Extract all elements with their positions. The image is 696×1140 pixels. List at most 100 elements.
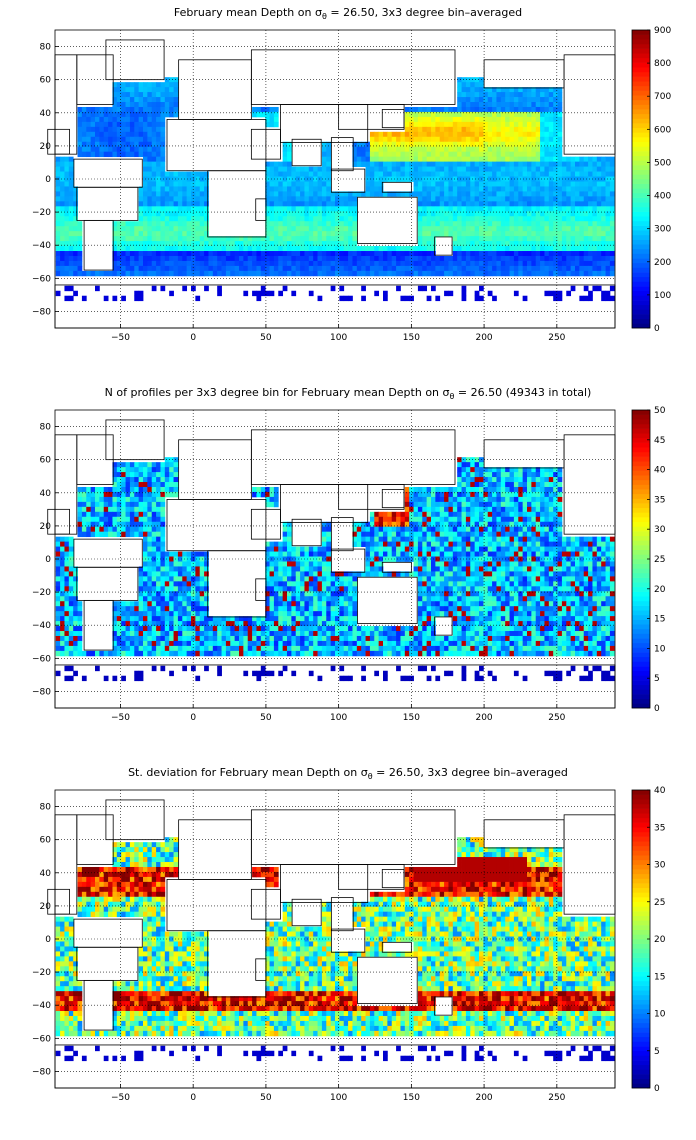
- heat-cell: [544, 231, 550, 237]
- heat-cell: [134, 511, 140, 518]
- heat-cell: [173, 551, 179, 557]
- heat-cell: [431, 285, 436, 292]
- heat-cell: [518, 511, 524, 518]
- title-sigma: σ: [442, 386, 450, 399]
- heat-cell: [116, 462, 122, 468]
- heat-cell: [151, 111, 157, 118]
- heat-cell: [609, 270, 615, 277]
- heat-cell: [369, 141, 375, 148]
- heat-cell: [64, 226, 70, 232]
- heat-cell: [125, 477, 131, 483]
- heat-cell: [522, 526, 528, 533]
- heat-cell: [313, 206, 318, 212]
- heat-cell: [492, 131, 497, 138]
- heat-cell: [383, 161, 388, 167]
- heat-cell: [156, 462, 161, 468]
- heat-cell: [553, 131, 558, 138]
- heat-cell: [483, 161, 489, 167]
- heat-cell: [601, 551, 606, 557]
- heat-cell: [108, 116, 113, 123]
- heat-cell: [435, 295, 441, 302]
- heat-cell: [500, 561, 506, 567]
- heat-cell: [496, 255, 502, 262]
- heat-cell: [352, 571, 358, 577]
- heat-cell: [509, 111, 515, 118]
- heat-cell: [212, 251, 218, 257]
- heat-cell: [60, 231, 65, 237]
- heat-cell: [540, 166, 545, 172]
- heat-cell: [479, 191, 484, 197]
- heat-cell: [378, 571, 384, 577]
- heat-cell: [535, 196, 541, 202]
- heat-cell: [548, 161, 554, 167]
- heat-cell: [143, 206, 148, 212]
- heat-cell: [138, 531, 144, 538]
- heat-cell: [260, 106, 266, 113]
- heat-cell: [575, 166, 580, 172]
- heat-cell: [509, 491, 515, 498]
- heat-cell: [535, 191, 541, 197]
- heat-cell: [605, 216, 611, 222]
- heat-cell: [426, 486, 432, 493]
- heat-cell: [295, 181, 301, 187]
- heat-cell: [265, 201, 270, 207]
- heat-cell: [483, 496, 489, 503]
- heat-cell: [265, 181, 270, 187]
- heat-cell: [548, 216, 554, 222]
- heat-cell: [68, 166, 74, 172]
- heat-cell: [461, 131, 467, 138]
- heat-cell: [103, 506, 109, 513]
- heat-cell: [465, 146, 471, 153]
- heat-cell: [112, 121, 118, 128]
- heat-cell: [129, 126, 135, 133]
- heat-cell: [601, 265, 606, 272]
- heat-cell: [64, 265, 70, 272]
- heat-cell: [540, 97, 545, 103]
- heat-cell: [548, 191, 554, 197]
- heat-cell: [496, 161, 502, 167]
- heat-cell: [535, 491, 541, 498]
- heat-cell: [588, 260, 593, 267]
- heat-cell: [518, 467, 524, 473]
- heat-cell: [457, 77, 462, 83]
- heat-cell: [596, 231, 602, 237]
- heat-cell: [496, 561, 502, 567]
- heat-cell: [287, 211, 292, 217]
- heat-cell: [465, 516, 471, 523]
- heat-cell: [483, 561, 489, 567]
- heat-cell: [291, 211, 297, 217]
- heat-cell: [400, 260, 406, 267]
- heat-cell: [588, 236, 593, 242]
- x-tick-label: 0: [190, 333, 196, 343]
- heat-cell: [208, 265, 214, 272]
- heat-cell: [300, 201, 305, 207]
- heat-cell: [553, 531, 558, 538]
- heat-cell: [365, 571, 371, 577]
- heat-cell: [199, 551, 205, 557]
- heat-cell: [483, 251, 489, 257]
- heat-cell: [413, 521, 419, 528]
- heat-cell: [129, 116, 135, 123]
- colorbar-step: [632, 192, 650, 198]
- heat-cell: [116, 231, 122, 237]
- heat-cell: [540, 531, 545, 538]
- heat-cell: [431, 491, 436, 498]
- heat-cell: [304, 556, 310, 562]
- heat-cell: [169, 486, 174, 493]
- heat-cell: [378, 146, 384, 153]
- heat-cell: [173, 206, 179, 212]
- heat-cell: [143, 501, 148, 508]
- heat-cell: [592, 285, 598, 292]
- heat-cell: [404, 106, 410, 113]
- heat-cell: [422, 151, 428, 158]
- heat-cell: [60, 206, 65, 212]
- heat-cell: [452, 536, 458, 543]
- heat-cell: [335, 255, 340, 262]
- heat-cell: [422, 126, 428, 133]
- heat-cell: [431, 516, 436, 523]
- heat-cell: [156, 472, 161, 478]
- heat-cell: [527, 482, 532, 488]
- heat-cell: [291, 251, 297, 257]
- heat-cell: [86, 136, 92, 143]
- heat-cell: [557, 506, 563, 513]
